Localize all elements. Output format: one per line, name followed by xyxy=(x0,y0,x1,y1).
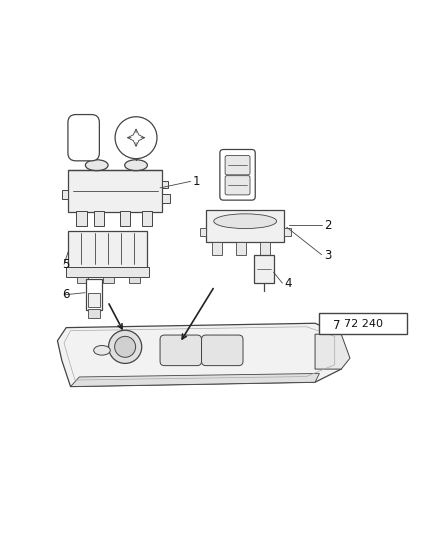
Text: 2: 2 xyxy=(324,219,331,231)
Bar xyxy=(77,277,88,283)
Circle shape xyxy=(115,336,136,357)
Bar xyxy=(120,211,131,226)
FancyBboxPatch shape xyxy=(68,115,99,161)
Bar xyxy=(76,211,87,226)
Polygon shape xyxy=(57,323,341,386)
Bar xyxy=(66,267,149,277)
Bar xyxy=(236,241,246,255)
Bar xyxy=(88,309,100,318)
Bar xyxy=(88,293,100,306)
Polygon shape xyxy=(71,374,319,386)
FancyBboxPatch shape xyxy=(220,149,255,200)
Circle shape xyxy=(115,117,157,159)
Bar xyxy=(103,277,114,283)
Bar xyxy=(254,255,274,283)
Text: 4: 4 xyxy=(285,278,292,290)
Ellipse shape xyxy=(85,160,108,171)
Bar xyxy=(68,231,147,268)
FancyBboxPatch shape xyxy=(201,335,243,366)
Bar xyxy=(285,228,290,236)
Polygon shape xyxy=(315,334,350,369)
Ellipse shape xyxy=(125,160,148,171)
Text: 5: 5 xyxy=(62,258,69,271)
FancyBboxPatch shape xyxy=(225,176,250,195)
Bar xyxy=(260,241,270,255)
Bar xyxy=(162,193,170,203)
Circle shape xyxy=(109,330,142,364)
Bar xyxy=(319,313,407,334)
Bar xyxy=(130,277,141,283)
Bar xyxy=(94,211,104,226)
Text: 3: 3 xyxy=(324,249,331,262)
Ellipse shape xyxy=(214,214,277,229)
Bar xyxy=(142,211,152,226)
Text: 1: 1 xyxy=(193,175,200,188)
Bar xyxy=(212,241,222,255)
Text: 7: 7 xyxy=(332,319,340,332)
FancyBboxPatch shape xyxy=(225,156,250,175)
Bar xyxy=(206,210,285,243)
Bar xyxy=(200,228,206,236)
FancyBboxPatch shape xyxy=(160,335,201,366)
Bar xyxy=(162,181,168,188)
Text: 6: 6 xyxy=(62,288,69,301)
Text: 72 240: 72 240 xyxy=(343,319,382,329)
Bar xyxy=(62,190,68,199)
Ellipse shape xyxy=(94,345,110,355)
Bar xyxy=(68,171,162,212)
Bar xyxy=(86,279,102,310)
